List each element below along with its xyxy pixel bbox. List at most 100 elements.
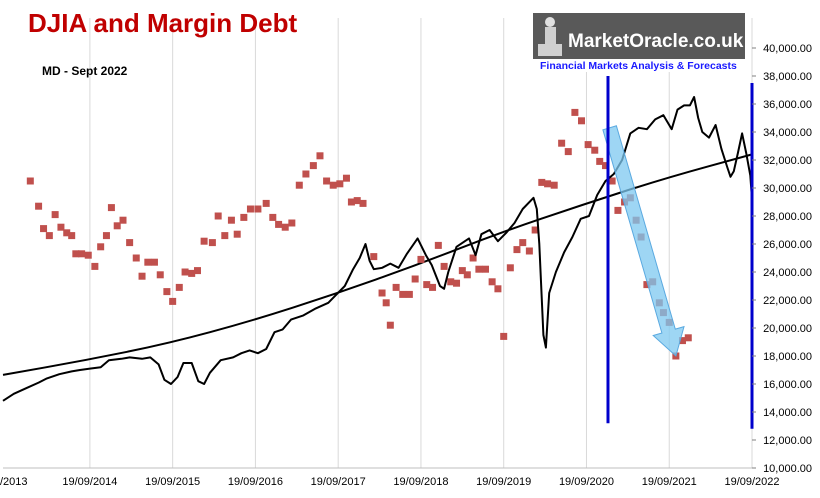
margin-debt-point (378, 289, 386, 297)
y-tick-label: 10,000.00 (763, 463, 812, 475)
margin-debt-point (405, 290, 413, 298)
y-tick-label: 24,000.00 (763, 267, 812, 279)
margin-debt-point (150, 258, 158, 266)
margin-debt-point (221, 232, 229, 240)
margin-debt-point (45, 232, 53, 240)
margin-debt-point (51, 211, 59, 219)
margin-debt-point (506, 264, 514, 272)
margin-debt-point (26, 177, 34, 185)
margin-debt-point (359, 199, 367, 207)
margin-debt-point (91, 262, 99, 270)
x-tick-label: 19/09/2019 (476, 476, 531, 488)
margin-debt-point (596, 157, 604, 165)
x-tick-label: 19/09/2017 (311, 476, 366, 488)
margin-debt-point (494, 285, 502, 293)
logo: MarketOracle.co.uk Financial Markets Ana… (533, 13, 745, 72)
logo-name: MarketOracle.co.uk (568, 31, 744, 52)
margin-debt-point (193, 267, 201, 275)
y-tick-label: 22,000.00 (763, 295, 812, 307)
y-tick-label: 36,000.00 (763, 99, 812, 111)
margin-debt-point (175, 283, 183, 291)
margin-debt-point (429, 283, 437, 291)
margin-debt-point (578, 117, 586, 125)
margin-debt-point (440, 262, 448, 270)
x-tick-label: 19/09/2021 (642, 476, 697, 488)
y-tick-label: 32,000.00 (763, 155, 812, 167)
margin-debt-point (169, 297, 177, 305)
margin-debt-point (227, 216, 235, 224)
margin-debt-point (500, 332, 508, 340)
margin-debt-point (342, 174, 350, 182)
vertical-markers (606, 76, 754, 429)
logo-background (533, 13, 745, 59)
trendline (2, 153, 753, 376)
margin-debt-point (458, 267, 466, 275)
margin-debt-point (68, 232, 76, 240)
margin-debt-point (323, 177, 331, 185)
y-tick-label: 34,000.00 (763, 127, 812, 139)
margin-debt-point (246, 205, 254, 213)
margin-debt-point (132, 254, 140, 262)
margin-debt-point (399, 290, 407, 298)
y-tick-label: 16,000.00 (763, 379, 812, 391)
margin-debt-point (453, 279, 461, 287)
margin-debt-point (240, 213, 248, 221)
margin-debt-point (386, 321, 394, 329)
x-tick-label: 19/09/2022 (724, 476, 779, 488)
margin-debt-point (602, 162, 610, 170)
x-tick-label: 19/09/2020 (559, 476, 614, 488)
down-arrow-icon (602, 125, 685, 357)
arrow-layer (602, 125, 685, 357)
margin-debt-point (254, 205, 262, 213)
margin-debt-point (275, 220, 283, 228)
margin-debt-point (188, 269, 196, 277)
margin-debt-point (684, 334, 692, 342)
margin-debt-point (329, 181, 337, 189)
logo-tag-background (533, 59, 745, 72)
margin-debt-point (214, 212, 222, 220)
x-tick-label: 19/09/2018 (393, 476, 448, 488)
margin-debt-point (519, 239, 527, 247)
margin-debt-point (447, 278, 455, 286)
margin-debt-point (138, 272, 146, 280)
margin-debt-point (144, 258, 152, 266)
margin-debt-point (181, 268, 189, 276)
margin-debt-point (35, 202, 43, 210)
margin-debt-point (488, 278, 496, 286)
margin-debt-point (531, 226, 539, 234)
margin-debt-point (208, 239, 216, 247)
margin-debt-point (370, 253, 378, 261)
logo-tagline: Financial Markets Analysis & Forecasts (540, 60, 737, 72)
margin-debt-point (353, 197, 361, 205)
x-tick-label: 19/09/2014 (62, 476, 117, 488)
margin-debt-point (288, 219, 296, 227)
margin-debt-point (608, 177, 616, 185)
margin-debt-point (119, 216, 127, 224)
margin-debt-point (302, 170, 310, 178)
margin-debt-point (113, 222, 121, 230)
margin-debt-point (550, 181, 558, 189)
margin-debt-points (26, 108, 692, 360)
trendline-layer (2, 153, 753, 376)
margin-debt-point (475, 265, 483, 273)
x-tick-label: /2013 (0, 476, 28, 488)
margin-debt-point (558, 139, 566, 147)
margin-debt-point (281, 223, 289, 231)
y-tick-label: 20,000.00 (763, 323, 812, 335)
margin-debt-point (200, 237, 208, 245)
y-tick-label: 14,000.00 (763, 407, 812, 419)
margin-debt-point (513, 246, 521, 254)
y-tick-label: 12,000.00 (763, 435, 812, 447)
margin-debt-point (411, 275, 419, 283)
margin-debt-point (347, 198, 355, 206)
x-tick-label: 19/09/2016 (228, 476, 283, 488)
margin-debt-point (564, 148, 572, 156)
y-tick-label: 18,000.00 (763, 351, 812, 363)
margin-debt-point (102, 232, 110, 240)
y-tick-label: 26,000.00 (763, 239, 812, 251)
x-tick-label: 19/09/2015 (145, 476, 200, 488)
thinker-statue-icon (538, 17, 562, 56)
margin-debt-point (84, 251, 92, 259)
